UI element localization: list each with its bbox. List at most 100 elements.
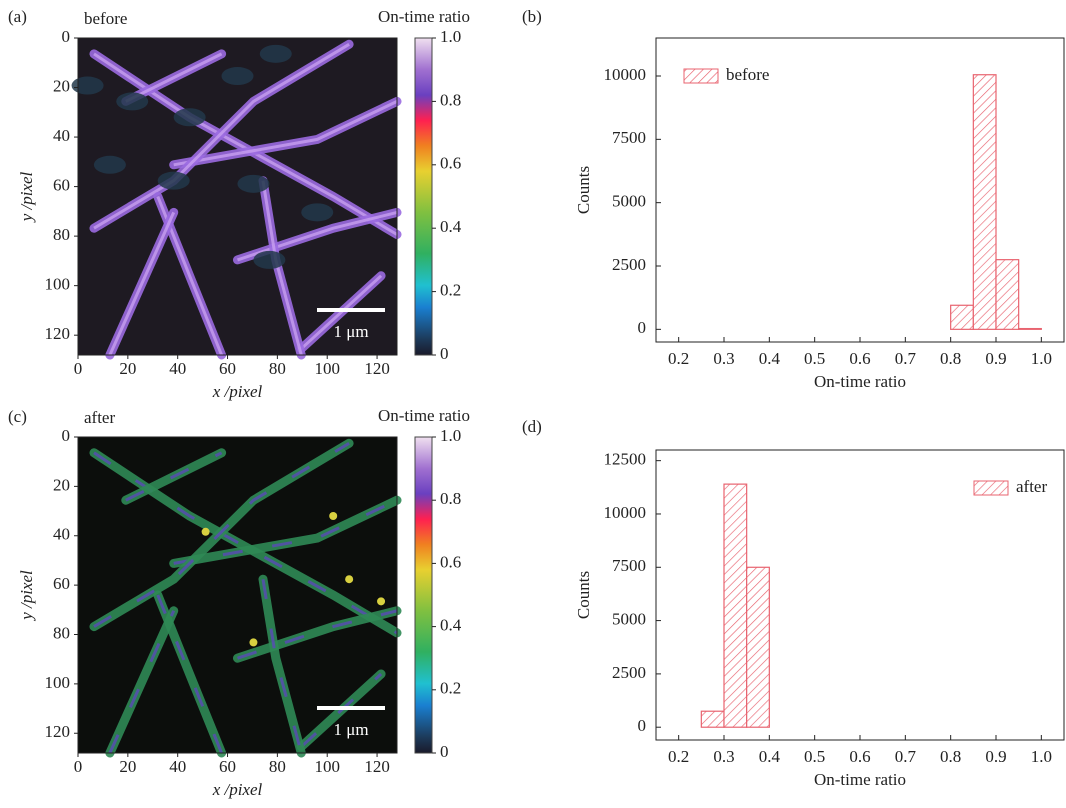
x-tick-label: 1.0 — [1031, 747, 1052, 766]
scale-bar-label: 1 μm — [333, 322, 368, 341]
x-tick-label: 1.0 — [1031, 349, 1052, 368]
filament-core — [300, 274, 383, 350]
colorbar-tick-label: 0.8 — [440, 489, 461, 508]
y-tick-label: 5000 — [612, 609, 646, 628]
x-tick-label: 60 — [219, 757, 236, 776]
colorbar-tick-label: 0.6 — [440, 552, 461, 571]
panel-label: (a) — [8, 7, 27, 26]
dark-region — [259, 44, 292, 63]
y-tick-label: 7500 — [612, 128, 646, 147]
y-axis-label: Counts — [574, 166, 593, 214]
x-axis-label: x /pixel — [212, 780, 263, 799]
y-tick-label: 100 — [45, 673, 71, 692]
filament-core — [237, 609, 398, 660]
colorbar-tick-label: 0.4 — [440, 616, 462, 635]
colorbar-tick-label: 0.8 — [440, 90, 461, 109]
x-tick-label: 0.7 — [895, 747, 917, 766]
dark-region — [93, 155, 126, 174]
x-tick-label: 0.4 — [759, 349, 781, 368]
dark-region — [237, 174, 270, 193]
x-tick-label: 120 — [364, 757, 390, 776]
dark-region — [173, 108, 206, 127]
y-tick-label: 20 — [53, 475, 70, 494]
y-tick-label: 5000 — [612, 192, 646, 211]
colorbar-tick-label: 1.0 — [440, 27, 461, 46]
filament-core — [125, 451, 223, 502]
bright-spot — [345, 575, 354, 584]
y-tick-label: 0 — [62, 27, 71, 46]
y-tick-label: 80 — [53, 225, 70, 244]
panel-label: (b) — [522, 7, 542, 26]
x-tick-label: 0.6 — [849, 349, 870, 368]
y-tick-label: 120 — [45, 324, 71, 343]
histogram-bar — [950, 304, 974, 330]
x-tick-label: 80 — [269, 359, 286, 378]
x-tick-label: 0.3 — [713, 349, 734, 368]
x-tick-label: 60 — [219, 359, 236, 378]
x-tick-label: 0.2 — [668, 747, 689, 766]
y-tick-label: 40 — [53, 525, 70, 544]
legend-swatch — [973, 480, 1009, 496]
x-tick-label: 0.4 — [759, 747, 781, 766]
x-tick-label: 20 — [119, 757, 136, 776]
y-axis-label: y /pixel — [17, 570, 36, 622]
histogram-bar — [723, 483, 748, 728]
bright-spot — [201, 527, 210, 536]
bright-spot — [377, 597, 386, 606]
y-tick-label: 10000 — [604, 503, 647, 522]
colorbar-tick-label: 1.0 — [440, 426, 461, 445]
y-tick-label: 100 — [45, 275, 71, 294]
bright-spot — [249, 638, 258, 647]
x-tick-label: 80 — [269, 757, 286, 776]
y-axis-label: Counts — [574, 571, 593, 619]
legend-label: before — [726, 65, 769, 84]
dark-region — [221, 67, 254, 86]
microscopy-image — [71, 38, 402, 360]
dark-region — [301, 203, 334, 222]
x-tick-label: 120 — [364, 359, 390, 378]
filament-core — [93, 52, 398, 236]
filament-core — [93, 442, 350, 628]
filament-core — [125, 52, 223, 103]
colorbar-tick-label: 0 — [440, 742, 449, 761]
y-tick-label: 10000 — [604, 65, 647, 84]
colorbar-tick-label: 0 — [440, 344, 449, 363]
x-tick-label: 0.5 — [804, 747, 825, 766]
legend-swatch — [683, 68, 719, 84]
annotation: after — [84, 408, 115, 427]
y-tick-label: 80 — [53, 623, 70, 642]
panel-label: (d) — [522, 417, 542, 436]
dark-region — [253, 250, 286, 269]
bright-spot — [329, 512, 338, 520]
y-tick-label: 0 — [638, 716, 647, 735]
y-tick-label: 0 — [62, 426, 71, 445]
x-tick-label: 0.6 — [849, 747, 870, 766]
colorbar — [414, 37, 433, 356]
colorbar-tick-label: 0.2 — [440, 679, 461, 698]
annotation: before — [84, 9, 127, 28]
colorbar-label: On-time ratio — [378, 406, 470, 425]
x-tick-label: 0 — [74, 359, 83, 378]
x-tick-label: 100 — [314, 757, 340, 776]
x-tick-label: 40 — [169, 359, 186, 378]
histogram-bar — [700, 710, 725, 728]
x-tick-label: 20 — [119, 359, 136, 378]
y-tick-label: 2500 — [612, 663, 646, 682]
x-tick-label: 100 — [314, 359, 340, 378]
filament — [258, 574, 306, 758]
filament — [105, 606, 179, 758]
y-tick-label: 60 — [53, 574, 70, 593]
x-tick-label: 0.9 — [985, 349, 1006, 368]
filament-core — [108, 211, 176, 356]
x-tick-label: 0.3 — [713, 747, 734, 766]
x-tick-label: 0 — [74, 757, 83, 776]
x-tick-label: 0.2 — [668, 349, 689, 368]
legend-label: after — [1016, 477, 1047, 496]
colorbar — [414, 436, 433, 754]
dark-region — [116, 92, 149, 111]
microscopy-image — [78, 437, 402, 758]
x-axis-label: x /pixel — [212, 382, 263, 401]
colorbar-tick-label: 0.2 — [440, 281, 461, 300]
x-tick-label: 40 — [169, 757, 186, 776]
